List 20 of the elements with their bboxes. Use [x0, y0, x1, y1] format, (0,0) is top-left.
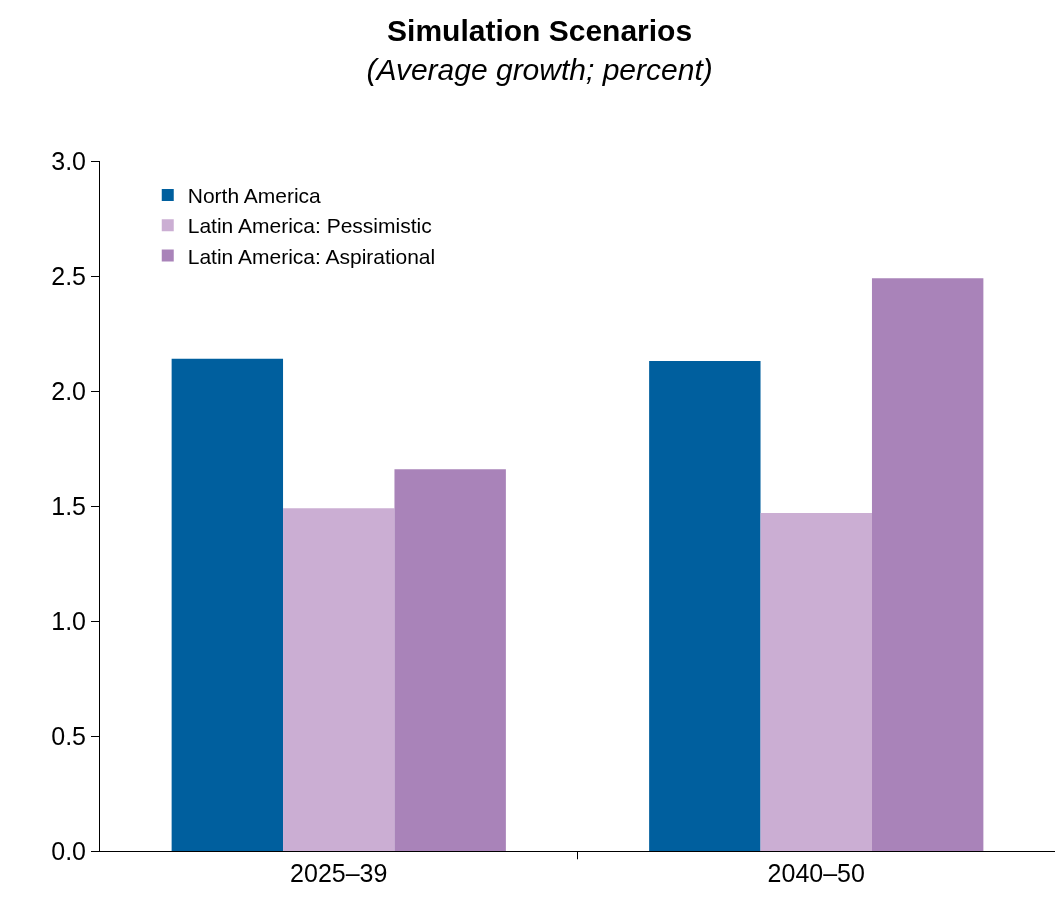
y-tick-label: 1.5: [51, 491, 86, 520]
bar: [871, 278, 984, 851]
legend-label: Latin America: Pessimistic: [187, 214, 432, 238]
x-tick-label: 2025–39: [290, 859, 388, 887]
legend-label: Latin America: Aspirational: [187, 244, 436, 268]
chart-subtitle: (Average growth; percent): [366, 52, 713, 86]
y-tick-label: 3.0: [51, 146, 86, 175]
y-tick-label: 0.5: [51, 721, 86, 750]
chart-title: Simulation Scenarios: [387, 13, 693, 47]
y-tick-label: 1.0: [51, 606, 86, 635]
y-tick-label: 2.5: [51, 261, 86, 290]
y-tick-label: 0.0: [51, 836, 86, 865]
bar: [171, 358, 284, 851]
bar: [649, 361, 761, 851]
y-tick-label: 2.0: [51, 376, 86, 405]
bar: [760, 512, 872, 851]
x-tick-label: 2040–50: [767, 859, 865, 887]
bar: [394, 469, 506, 851]
bar: [283, 508, 395, 851]
legend-label: North America: [187, 184, 322, 208]
